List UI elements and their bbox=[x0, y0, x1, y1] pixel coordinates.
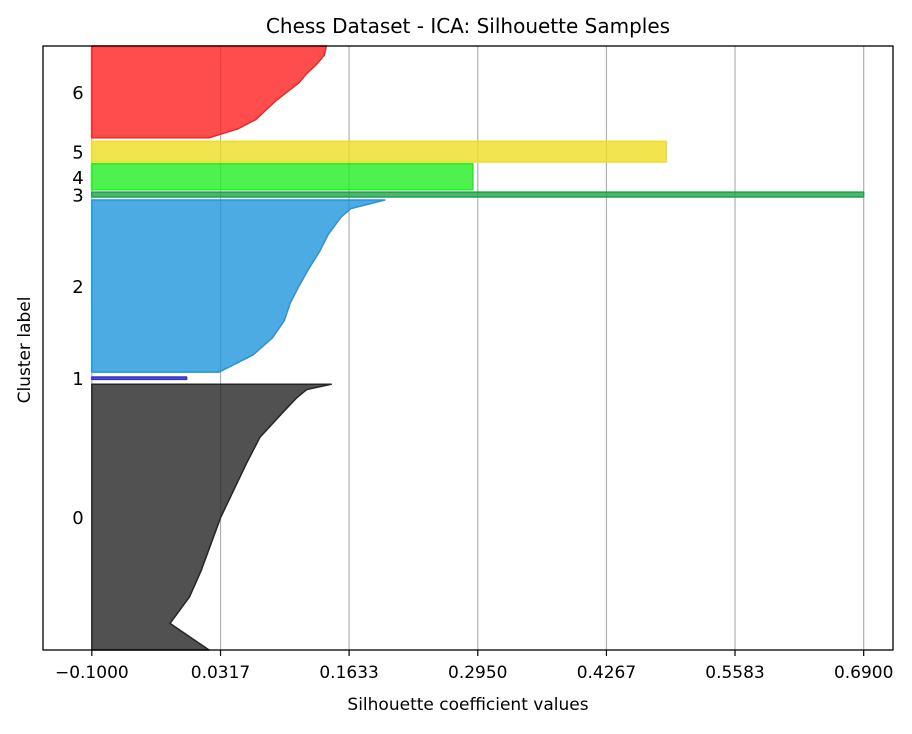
cluster-label-1: 1 bbox=[72, 369, 83, 390]
plot-frame bbox=[42, 45, 894, 651]
cluster-label-3: 3 bbox=[72, 186, 83, 207]
cluster-5-area bbox=[91, 140, 668, 163]
cluster-labels: 0 1 2 34 5 6 bbox=[72, 83, 83, 529]
x-tick-label-6: 0.6900 bbox=[834, 663, 893, 683]
cluster-label-6: 6 bbox=[72, 83, 83, 104]
x-tick-label-1: 0.0317 bbox=[191, 663, 250, 683]
cluster-areas bbox=[91, 45, 865, 651]
x-tick-label-0: −0.1000 bbox=[55, 663, 129, 683]
cluster-label-0: 0 bbox=[72, 508, 83, 529]
x-axis-label: Silhouette coefficient values bbox=[347, 695, 588, 715]
cluster-label-4: 4 bbox=[72, 168, 83, 189]
x-axis-ticks: −0.1000 0.0317 0.1633 0.2950 0.4267 0.5583 0.6… bbox=[55, 650, 893, 683]
x-tick-label-2: 0.1633 bbox=[319, 663, 378, 683]
cluster-label-5: 5 bbox=[72, 143, 83, 164]
cluster-0-area bbox=[91, 383, 332, 651]
cluster-4-area bbox=[91, 163, 474, 191]
x-tick-label-4: 0.4267 bbox=[577, 663, 636, 683]
x-tick-label-5: 0.5583 bbox=[705, 663, 764, 683]
x-tick-label-3: 0.2950 bbox=[448, 663, 507, 683]
cluster-3-area bbox=[91, 191, 865, 198]
y-axis-label: Cluster label bbox=[15, 297, 35, 404]
cluster-6-area bbox=[91, 45, 328, 139]
cluster-2-area bbox=[91, 199, 386, 373]
chart-title: Chess Dataset - ICA: Silhouette Samples bbox=[266, 14, 670, 38]
cluster-label-2: 2 bbox=[72, 277, 83, 298]
cluster-1-area bbox=[91, 376, 188, 381]
